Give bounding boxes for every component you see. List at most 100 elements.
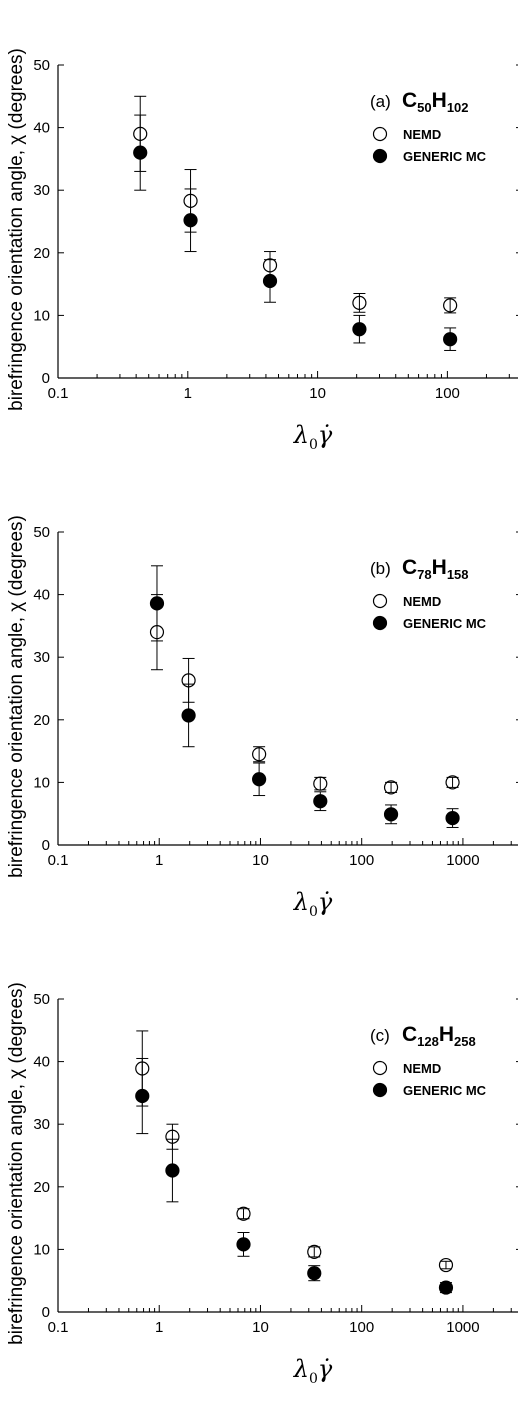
y-tick-label: 30 [33, 182, 50, 199]
generic-mc-point [443, 332, 458, 347]
y-tick-label: 50 [33, 57, 50, 74]
y-axis-label: birefringence orientation angle, χ (degr… [6, 48, 27, 411]
generic-mc-point [262, 273, 278, 289]
x-label-symbol: λ [293, 1355, 309, 1383]
y-tick-label: 20 [33, 1179, 50, 1196]
y-tick-label: 10 [33, 1241, 50, 1258]
x-axis-label: λ0γ̇ [293, 888, 333, 920]
nemd-point [236, 1206, 251, 1221]
x-tick-label: 100 [349, 852, 374, 869]
nemd-point [445, 775, 460, 790]
panel-tag: (b) [370, 559, 391, 578]
formula-part: 258 [454, 1034, 476, 1049]
x-tick-label: 0.1 [48, 1319, 69, 1336]
y-tick-label: 50 [33, 524, 50, 541]
generic-mc-point [438, 1280, 454, 1295]
x-tick-label: 1 [155, 852, 163, 869]
generic-mc-point [313, 794, 328, 809]
legend-marker-open-circle [372, 593, 388, 609]
nemd-point [183, 193, 198, 208]
x-label-subscript: 0 [309, 437, 318, 453]
generic-mc-point [135, 1088, 150, 1104]
x-tick-label: 1 [155, 1319, 163, 1336]
nemd-point [181, 673, 196, 688]
x-tick-label: 10 [252, 1319, 269, 1336]
x-tick-label: 100 [349, 1319, 374, 1336]
y-tick-label: 40 [33, 587, 50, 604]
y-tick-label: 40 [33, 1054, 50, 1071]
y-tick-label: 0 [42, 370, 50, 387]
y-tick-label: 0 [42, 1304, 50, 1321]
y-tick-label: 20 [33, 245, 50, 262]
formula-part: C [402, 89, 417, 112]
legend-label: NEMD [403, 594, 441, 609]
x-label-rate: γ̇ [318, 1355, 333, 1383]
legend-label: NEMD [403, 127, 441, 142]
legend-label: GENERIC MC [403, 616, 487, 631]
panel-tag: (a) [370, 92, 391, 111]
formula-part: 50 [417, 100, 431, 115]
nemd-point [352, 295, 367, 310]
legend-marker-filled-circle [372, 1082, 388, 1098]
formula-part: C [402, 556, 417, 579]
chart-panel-c: 0 10 20 30 40 50 0.1 1 10 100 1000 birefringence or… [0, 934, 518, 1401]
nemd-point [313, 776, 328, 791]
generic-mc-point [445, 810, 460, 826]
x-tick-label: 0.1 [48, 385, 69, 402]
generic-mc-point [352, 322, 367, 337]
x-label-rate: γ̇ [318, 421, 333, 449]
legend-marker-filled-circle [372, 148, 388, 164]
formula-part: 158 [447, 567, 469, 582]
x-label-subscript: 0 [309, 1371, 318, 1387]
x-label-symbol: λ [293, 421, 309, 449]
generic-mc-point [383, 807, 399, 822]
generic-mc-point [236, 1237, 251, 1252]
legend-marker-open-circle [372, 1060, 388, 1076]
y-tick-label: 10 [33, 774, 50, 791]
y-tick-label: 0 [42, 837, 50, 854]
x-label-symbol: λ [293, 888, 309, 916]
chart-panel-a: 0 10 20 30 40 50 0.1 1 10 100 birefringence orient… [0, 0, 518, 467]
generic-mc-point [181, 708, 196, 723]
generic-mc-point [252, 772, 267, 787]
x-tick-label: 10 [309, 385, 326, 402]
chart-svg: 0 10 20 30 40 50 0.1 1 10 100 1000 birefringence or… [6, 515, 518, 920]
panel-tag: (c) [370, 1026, 390, 1045]
generic-mc-point [165, 1163, 180, 1178]
species-formula: C128H258 [402, 1023, 476, 1049]
x-tick-label: 100 [435, 385, 460, 402]
x-label-subscript: 0 [309, 904, 318, 920]
legend-marker-filled-circle [372, 615, 388, 631]
species-formula: C78H158 [402, 556, 469, 582]
x-tick-label: 1000 [446, 852, 479, 869]
chart-svg: 0 10 20 30 40 50 0.1 1 10 100 1000 birefringence or… [6, 982, 518, 1387]
nemd-point [262, 258, 278, 273]
x-tick-label: 0.1 [48, 852, 69, 869]
y-axis-label: birefringence orientation angle, χ (degr… [6, 515, 27, 878]
x-axis-label: λ0γ̇ [293, 1355, 333, 1387]
x-tick-label: 1 [184, 385, 192, 402]
nemd-point [165, 1129, 180, 1144]
nemd-point [438, 1257, 454, 1273]
nemd-point [149, 625, 165, 640]
y-tick-label: 10 [33, 307, 50, 324]
y-tick-label: 20 [33, 712, 50, 729]
legend-label: GENERIC MC [403, 149, 487, 164]
formula-part: H [432, 556, 447, 579]
y-axis-label: birefringence orientation angle, χ (degr… [6, 982, 27, 1345]
legend-label: NEMD [403, 1061, 441, 1076]
formula-part: 102 [447, 100, 469, 115]
generic-mc-point [149, 596, 165, 611]
chart-panel-b: 0 10 20 30 40 50 0.1 1 10 100 1000 birefringence or… [0, 467, 518, 934]
nemd-point [252, 747, 267, 762]
generic-mc-point [183, 213, 198, 228]
species-formula: C50H102 [402, 89, 469, 115]
nemd-point [443, 298, 458, 313]
nemd-point [135, 1061, 150, 1076]
nemd-point [133, 126, 148, 141]
generic-mc-point [307, 1266, 322, 1281]
y-tick-label: 30 [33, 1116, 50, 1133]
formula-part: H [432, 89, 447, 112]
x-axis-label: λ0γ̇ [293, 421, 333, 453]
